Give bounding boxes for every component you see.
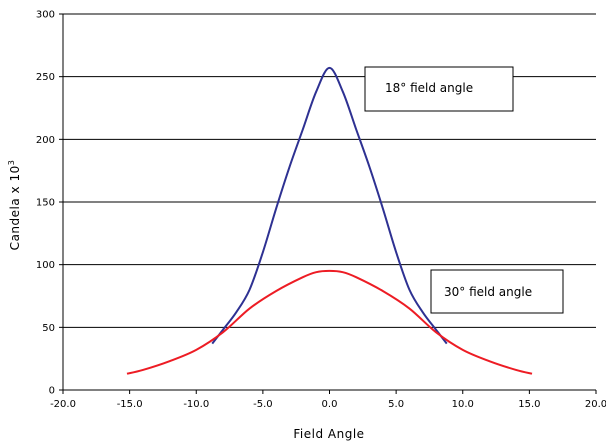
annotation-18-box bbox=[364, 66, 514, 112]
y-axis-title-main: Candela x 10 bbox=[8, 165, 22, 250]
annotation-18-text: 18° field angle bbox=[385, 81, 473, 95]
x-tick-label: -15.0 bbox=[117, 399, 143, 410]
x-tick-label: 15.0 bbox=[518, 399, 540, 410]
annotation-18: 18° field angle bbox=[364, 66, 514, 112]
y-tick-label: 50 bbox=[42, 323, 55, 334]
annotation-30-text: 30° field angle bbox=[444, 285, 532, 299]
annotation-30: 30° field angle bbox=[430, 269, 564, 314]
x-tick-label: -20.0 bbox=[50, 399, 76, 410]
x-axis: -20.0 -15.0 -10.0 -5.0 0.0 5.0 10.0 15.0 20.0 bbox=[50, 389, 606, 410]
y-tick-label: 300 bbox=[36, 10, 55, 21]
series-line-1 bbox=[126, 269, 533, 375]
x-tick-label: 0.0 bbox=[322, 399, 338, 410]
x-tick-label: 20.0 bbox=[585, 399, 606, 410]
series-line-0 bbox=[211, 66, 448, 345]
y-axis-title: Candela x 103 bbox=[7, 160, 22, 251]
x-tick-label: 10.0 bbox=[452, 399, 474, 410]
gridlines bbox=[63, 13, 596, 328]
x-axis-title: Field Angle bbox=[293, 427, 364, 441]
y-tick-label: 250 bbox=[36, 72, 55, 83]
x-tick-label: 5.0 bbox=[388, 399, 404, 410]
y-tick-label: 150 bbox=[36, 198, 55, 209]
x-tick-label: -10.0 bbox=[183, 399, 209, 410]
y-tick-label: 200 bbox=[36, 135, 55, 146]
x-tick-label: -5.0 bbox=[253, 399, 273, 410]
y-tick-label: 0 bbox=[49, 386, 55, 397]
annotation-30-box bbox=[430, 269, 564, 314]
y-tick-label: 100 bbox=[36, 260, 55, 271]
y-axis-title-superscript: 3 bbox=[7, 160, 16, 166]
series-lines bbox=[126, 66, 533, 375]
y-axis: 0 50 100 150 200 250 300 bbox=[36, 10, 64, 397]
